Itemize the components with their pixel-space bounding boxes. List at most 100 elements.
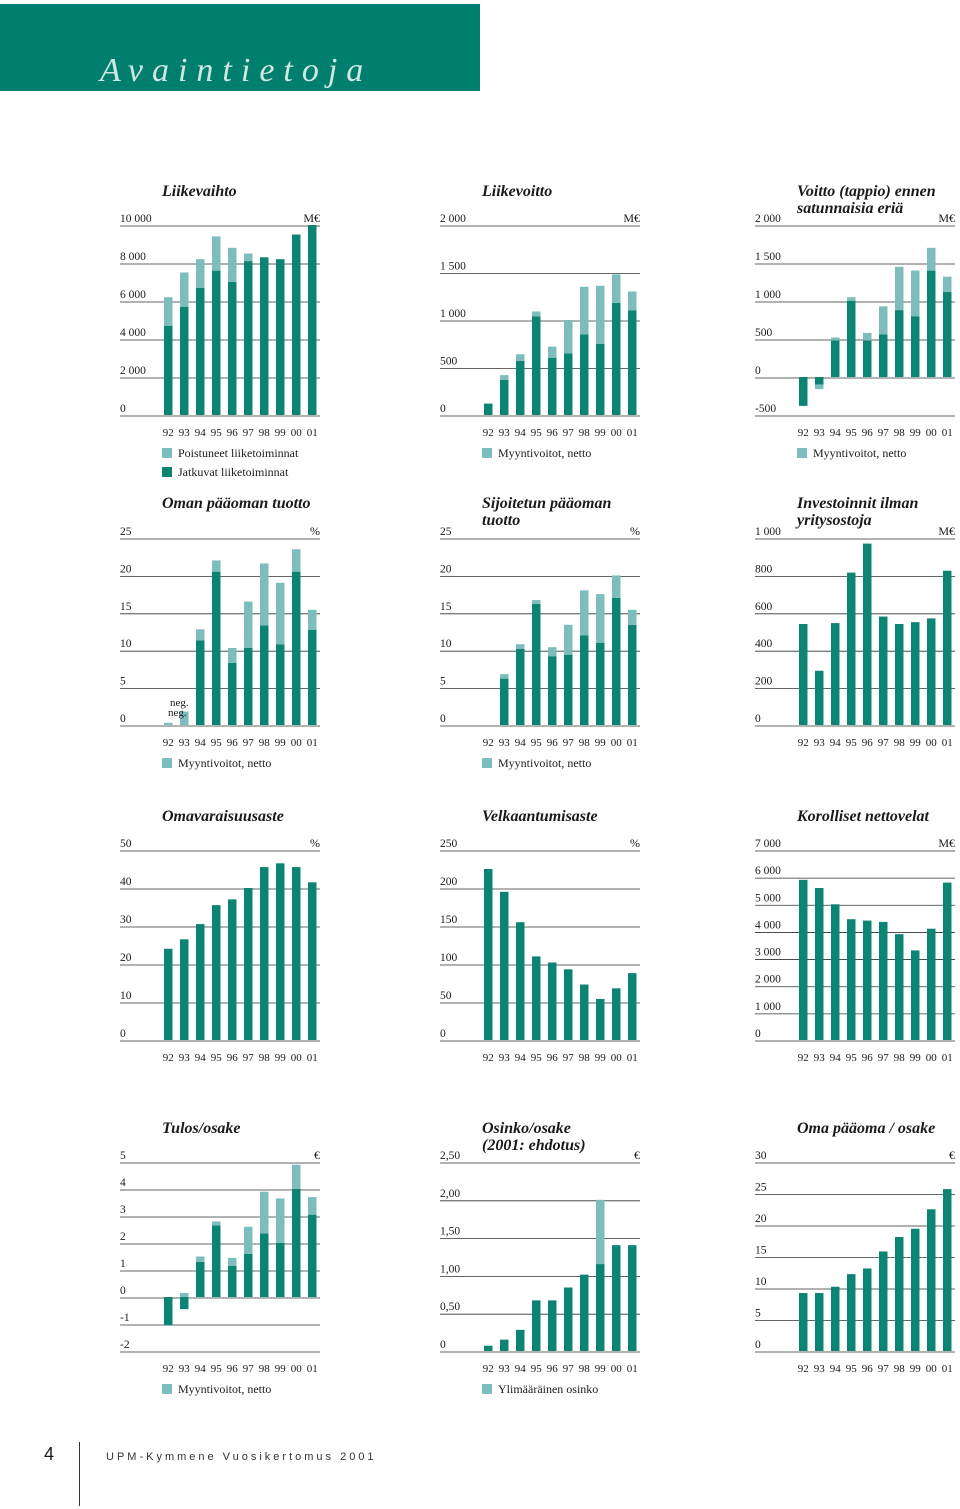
x-tick-label: 01 [307, 1052, 318, 1064]
y-tick-label: 0 [755, 1339, 761, 1351]
legend-label: Jatkuvat liiketoiminnat [178, 465, 289, 479]
chart-title-line: Korolliset nettovelat [796, 808, 930, 825]
y-tick-label: 4 000 [120, 327, 146, 339]
bar-01 [628, 291, 637, 311]
x-tick-label: 97 [878, 427, 890, 439]
legend-swatch [797, 448, 807, 458]
x-tick-label: 94 [830, 427, 842, 439]
x-tick-label: 01 [942, 737, 953, 749]
bar-94 [831, 623, 840, 725]
bar-97 [564, 320, 573, 354]
bar-99 [276, 1243, 285, 1297]
y-tick-label: 0 [440, 713, 446, 725]
x-tick-label: 98 [259, 1363, 271, 1375]
bar-92 [799, 1293, 808, 1351]
x-tick-label: 95 [531, 1363, 543, 1375]
unit-label: M€ [938, 211, 955, 225]
chart-title-line: Tulos/osake [162, 1120, 241, 1137]
bar-95 [212, 571, 221, 725]
x-tick-label: 01 [627, 1363, 638, 1375]
y-tick-label: 30 [755, 1150, 767, 1162]
bar-93 [180, 1297, 189, 1310]
bar-01 [308, 1214, 317, 1297]
bar-94 [196, 287, 205, 415]
bar-96 [228, 1265, 237, 1297]
bar-94 [196, 629, 205, 641]
bar-01 [943, 570, 952, 725]
chart-title-line: Liikevoitto [481, 183, 552, 200]
x-tick-label: 00 [291, 1363, 303, 1375]
y-tick-label: 3 000 [755, 947, 781, 959]
y-tick-label: 5 000 [755, 892, 781, 904]
chart-title-line: satunnaisia eriä [796, 200, 903, 217]
x-tick-label: 95 [846, 1363, 858, 1375]
bar-97 [564, 624, 573, 655]
bar-01 [308, 609, 317, 631]
bar-97 [879, 616, 888, 725]
bar-96 [548, 1300, 557, 1351]
y-tick-label: 6 000 [755, 865, 781, 877]
bar-95 [847, 572, 856, 725]
bar-93 [815, 384, 824, 390]
chart-title-line: Velkaantumisaste [482, 808, 598, 825]
bar-95 [532, 956, 541, 1040]
header-banner [0, 4, 480, 91]
bar-96 [863, 332, 872, 341]
bar-92 [484, 869, 493, 1040]
y-tick-label: 0 [755, 365, 761, 377]
x-tick-label: 93 [179, 1052, 191, 1064]
x-tick-label: 00 [926, 1052, 938, 1064]
footer-divider [79, 1442, 80, 1506]
bar-99 [596, 343, 605, 415]
x-tick-label: 99 [910, 1052, 922, 1064]
bar-96 [228, 662, 237, 725]
unit-label: M€ [623, 211, 640, 225]
bar-94 [196, 1256, 205, 1262]
bar-94 [516, 354, 525, 361]
x-tick-label: 01 [942, 427, 953, 439]
x-tick-label: 96 [547, 737, 559, 749]
annotation-neg: neg. [168, 707, 187, 719]
x-tick-label: 01 [627, 1052, 638, 1064]
y-tick-label: 1 000 [755, 289, 781, 301]
x-tick-label: 97 [563, 427, 575, 439]
x-tick-label: 98 [259, 427, 271, 439]
bar-99 [276, 582, 285, 645]
bar-98 [580, 590, 589, 636]
bar-97 [244, 888, 253, 1040]
y-tick-label: 0 [120, 1285, 126, 1297]
bar-94 [516, 1329, 525, 1351]
y-tick-label: 0 [440, 1028, 446, 1040]
x-tick-label: 98 [579, 1363, 591, 1375]
bar-92 [164, 948, 173, 1040]
bar-94 [196, 640, 205, 725]
x-tick-label: 99 [595, 737, 607, 749]
legend-label: Ylimääräinen osinko [498, 1382, 598, 1396]
chart-liikevoitto: Liikevoitto 0 500 1 000 1 500 2 000 M€ 92 93 94 95… [440, 183, 640, 460]
bar-99 [911, 950, 920, 1040]
x-tick-label: 99 [595, 1052, 607, 1064]
bar-93 [500, 678, 509, 725]
chart-title-line: Sijoitetun pääoman [482, 495, 611, 512]
chart-title-line: tuotto [482, 512, 520, 529]
y-tick-label: 5 [755, 1308, 761, 1320]
x-tick-label: 95 [531, 427, 543, 439]
bar-00 [292, 1189, 301, 1297]
y-tick-label: -2 [120, 1339, 130, 1351]
bar-00 [927, 618, 936, 725]
unit-label: M€ [938, 836, 955, 850]
bar-99 [596, 1264, 605, 1351]
legend-swatch [162, 1384, 172, 1394]
y-tick-label: 0 [755, 1028, 761, 1040]
bar-94 [196, 924, 205, 1040]
bar-97 [244, 1253, 253, 1297]
y-tick-label: 1,00 [440, 1263, 460, 1275]
bar-97 [879, 306, 888, 335]
y-tick-label: 30 [120, 914, 132, 926]
bar-95 [847, 919, 856, 1040]
chart-oman-paaoman-tuotto: Oman pääoman tuotto 0 5 10 15 20 25 % 92 93 94 95 96… [120, 495, 320, 770]
x-tick-label: 96 [227, 1363, 239, 1375]
bar-92 [484, 403, 493, 415]
